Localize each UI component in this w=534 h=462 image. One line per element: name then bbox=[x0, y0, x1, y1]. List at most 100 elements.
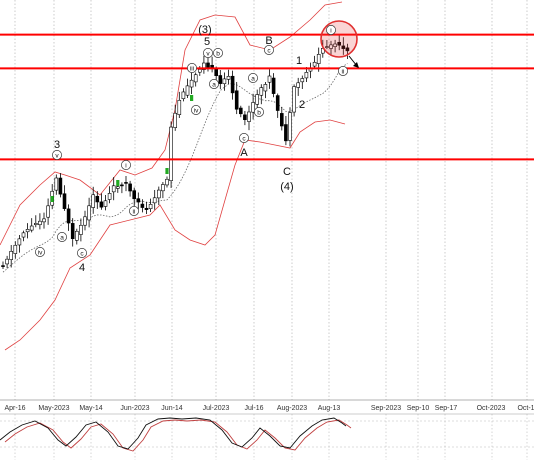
candle-body bbox=[189, 79, 194, 88]
candle-body bbox=[271, 77, 276, 94]
horizontal-levels bbox=[0, 33, 534, 161]
forecast-arrowhead bbox=[353, 62, 359, 68]
candlesticks bbox=[1, 34, 350, 269]
candle-body bbox=[140, 203, 145, 208]
candle-body bbox=[116, 186, 120, 189]
wave-label: a bbox=[60, 234, 64, 241]
candle-body bbox=[107, 193, 112, 200]
wave-label: iv bbox=[38, 249, 43, 256]
candle-body bbox=[214, 68, 218, 77]
x-tick-label: Jun-14 bbox=[161, 405, 183, 412]
wave-label-circle bbox=[77, 248, 87, 258]
candle-body bbox=[198, 69, 202, 73]
candle-body bbox=[234, 90, 239, 110]
candle-body bbox=[263, 84, 268, 92]
wave-label-circle bbox=[248, 73, 258, 83]
wave-label: 4 bbox=[79, 262, 85, 274]
candle-body bbox=[66, 208, 71, 224]
candle-body bbox=[165, 178, 169, 186]
candle-body bbox=[38, 220, 42, 226]
candle-body bbox=[292, 86, 296, 113]
candle-body bbox=[144, 207, 149, 210]
candle-body bbox=[124, 182, 128, 184]
wave-label: i bbox=[330, 27, 331, 34]
candle-body bbox=[21, 232, 26, 238]
wave-label: v bbox=[206, 50, 210, 57]
candle-body bbox=[132, 190, 136, 200]
wave-label-circle bbox=[129, 206, 139, 216]
wave-label: a bbox=[251, 75, 255, 82]
wave-label: B bbox=[265, 35, 272, 47]
signal-marker bbox=[50, 196, 54, 202]
candle-body bbox=[13, 244, 18, 254]
wave-label: (4) bbox=[280, 181, 293, 193]
candle-body bbox=[329, 44, 333, 49]
wave-label: ii bbox=[342, 68, 345, 75]
candle-body bbox=[181, 91, 186, 100]
stochastic-oscillator-pane bbox=[0, 413, 534, 452]
wave-label: ii bbox=[133, 208, 136, 215]
candle-body bbox=[288, 112, 292, 141]
wave-label: iv bbox=[194, 107, 199, 114]
osc-main-line bbox=[0, 417, 347, 450]
candle-body bbox=[251, 102, 255, 113]
candle-body bbox=[70, 223, 75, 239]
candle-body bbox=[325, 46, 329, 48]
candle-body bbox=[239, 107, 243, 115]
candle-body bbox=[157, 189, 161, 199]
candle-body bbox=[87, 205, 91, 221]
candle-body bbox=[333, 43, 337, 47]
x-tick-label: Oct-2023 bbox=[477, 405, 506, 412]
candle-body bbox=[91, 194, 95, 208]
x-tick-label: Apr-16 bbox=[4, 405, 25, 412]
wave-label: c bbox=[80, 250, 84, 257]
candle-body bbox=[255, 94, 259, 105]
candle-body bbox=[259, 87, 264, 96]
candle-body bbox=[202, 62, 206, 70]
wave-label: i bbox=[125, 162, 126, 169]
signal-marker bbox=[190, 95, 194, 101]
x-tick-label: Aug-2023 bbox=[277, 405, 307, 412]
candle-body bbox=[25, 229, 30, 233]
wave-label: 3 bbox=[54, 139, 60, 151]
candle-body bbox=[218, 75, 223, 84]
candle-body bbox=[275, 95, 280, 111]
wave-label: b bbox=[257, 109, 261, 116]
highlight-circle-shape bbox=[320, 20, 358, 58]
candle-body bbox=[226, 75, 231, 80]
candle-body bbox=[1, 265, 5, 267]
x-tick-label: Jul-16 bbox=[244, 405, 263, 412]
wave-label-circle bbox=[338, 66, 348, 76]
candle-body bbox=[173, 112, 177, 128]
x-tick-label: Sep-2023 bbox=[371, 405, 401, 412]
candle-body bbox=[222, 78, 227, 85]
wave-label: 5 bbox=[204, 36, 210, 48]
wave-label-circle bbox=[326, 25, 336, 35]
candle-body bbox=[169, 126, 173, 182]
x-tick-label: Jun-2023 bbox=[120, 405, 149, 412]
candle-body bbox=[29, 225, 34, 231]
wave-label: A bbox=[240, 147, 248, 159]
candle-body bbox=[243, 114, 247, 120]
wave-label: 1 bbox=[296, 55, 302, 67]
lower-band bbox=[4, 119, 346, 351]
candle-body bbox=[284, 124, 288, 142]
wave-label: c bbox=[242, 135, 246, 142]
wave-label-circle bbox=[187, 63, 197, 73]
candle-body bbox=[267, 75, 272, 83]
signal-marker bbox=[165, 168, 169, 174]
x-tick-label: Oct-1 bbox=[517, 405, 534, 412]
candle-body bbox=[136, 198, 141, 203]
candle-body bbox=[103, 200, 108, 207]
candle-body bbox=[247, 111, 251, 122]
x-tick-label: Jul-2023 bbox=[203, 405, 230, 412]
candle-body bbox=[95, 195, 100, 203]
wave-label: b bbox=[216, 50, 220, 57]
candle-body bbox=[75, 230, 79, 241]
candle-body bbox=[206, 62, 210, 68]
wave-label-circle bbox=[35, 247, 45, 257]
wave-label-circle bbox=[203, 48, 213, 58]
candle-body bbox=[79, 224, 83, 235]
candle-body bbox=[230, 75, 235, 94]
